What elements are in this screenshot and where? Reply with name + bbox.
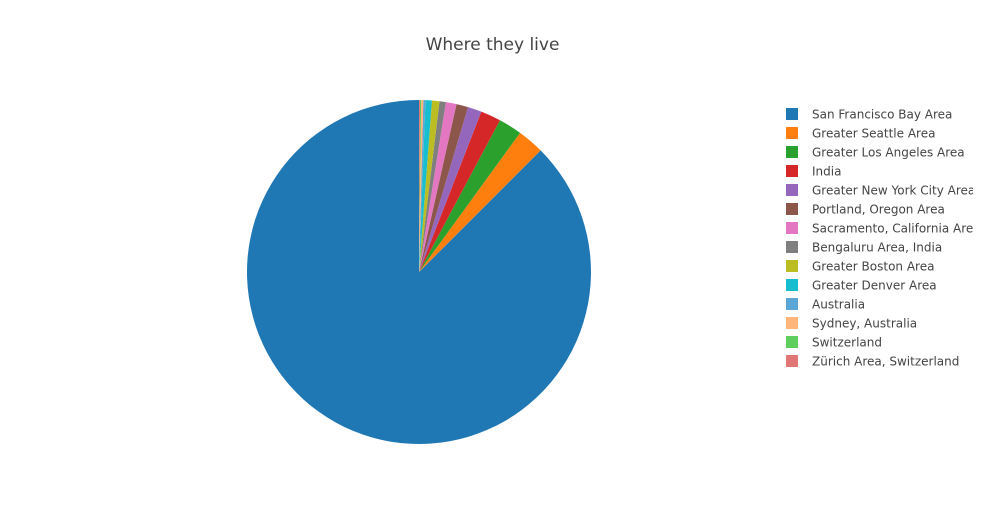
pie-slice-india[interactable] bbox=[419, 111, 500, 272]
legend-swatch bbox=[786, 127, 798, 139]
legend-label: Greater Seattle Area bbox=[812, 127, 935, 141]
pie-slice-australia[interactable] bbox=[419, 100, 426, 272]
legend-swatch bbox=[786, 355, 798, 367]
legend-label: Zürich Area, Switzerland bbox=[812, 355, 959, 369]
legend-swatch bbox=[786, 184, 798, 196]
pie-slice-greater-boston-area[interactable] bbox=[419, 100, 440, 272]
legend-label: Greater Boston Area bbox=[812, 260, 934, 274]
legend-item[interactable]: Portland, Oregon Area bbox=[786, 203, 945, 217]
legend-item[interactable]: Sacramento, California Area bbox=[786, 222, 981, 236]
legend-label: Bengaluru Area, India bbox=[812, 241, 942, 255]
legend-label: Switzerland bbox=[812, 336, 882, 350]
legend-label: Greater Los Angeles Area bbox=[812, 146, 965, 160]
legend-item[interactable]: Australia bbox=[786, 298, 865, 312]
legend-item[interactable]: San Francisco Bay Area bbox=[786, 108, 952, 122]
legend-label: Greater New York City Area bbox=[812, 184, 975, 198]
legend-item[interactable]: Greater New York City Area bbox=[786, 184, 975, 198]
legend-label: Portland, Oregon Area bbox=[812, 203, 945, 217]
legend-swatch bbox=[786, 222, 798, 234]
legend: San Francisco Bay Area Greater Seattle Ar… bbox=[786, 108, 981, 369]
pie-slice-bengaluru-area-india[interactable] bbox=[419, 101, 446, 273]
legend-item[interactable]: Greater Los Angeles Area bbox=[786, 146, 965, 160]
legend-item[interactable]: Sydney, Australia bbox=[786, 317, 917, 331]
legend-label: Australia bbox=[812, 298, 865, 312]
pie-slice-z-rich-area-switzerland[interactable] bbox=[419, 100, 421, 272]
legend-item[interactable]: India bbox=[786, 165, 841, 179]
legend-swatch bbox=[786, 165, 798, 177]
legend-swatch bbox=[786, 260, 798, 272]
pie-slice-san-francisco-bay-area[interactable] bbox=[247, 100, 591, 445]
pie-slice-portland-oregon-area[interactable] bbox=[419, 104, 469, 272]
legend-swatch bbox=[786, 108, 798, 120]
pie-slice-greater-los-angeles-area[interactable] bbox=[419, 120, 521, 272]
pie-slice-greater-denver-area[interactable] bbox=[419, 100, 432, 272]
pie-slice-sydney-australia[interactable] bbox=[419, 100, 424, 272]
pie-slice-switzerland[interactable] bbox=[419, 100, 422, 273]
legend-item[interactable]: Zürich Area, Switzerland bbox=[786, 355, 959, 369]
pie-slice-sacramento-california-area[interactable] bbox=[419, 102, 457, 272]
chart-title: Where they live bbox=[426, 35, 560, 55]
legend-item[interactable]: Greater Boston Area bbox=[786, 260, 934, 274]
legend-swatch bbox=[786, 317, 798, 329]
legend-item[interactable]: Switzerland bbox=[786, 336, 882, 350]
legend-item[interactable]: Greater Denver Area bbox=[786, 279, 937, 293]
legend-label: Greater Denver Area bbox=[812, 279, 937, 293]
pie-slices bbox=[247, 100, 591, 445]
legend-label: San Francisco Bay Area bbox=[812, 108, 952, 122]
legend-item[interactable]: Bengaluru Area, India bbox=[786, 241, 942, 255]
legend-label: Sydney, Australia bbox=[812, 317, 917, 331]
legend-swatch bbox=[786, 336, 798, 348]
legend-label: Sacramento, California Area bbox=[812, 222, 981, 236]
legend-swatch bbox=[786, 279, 798, 291]
legend-swatch bbox=[786, 146, 798, 158]
pie-slice-greater-seattle-area[interactable] bbox=[419, 132, 541, 272]
legend-swatch bbox=[786, 241, 798, 253]
legend-swatch bbox=[786, 298, 798, 310]
legend-label: India bbox=[812, 165, 841, 179]
legend-swatch bbox=[786, 203, 798, 215]
pie-slice-greater-new-york-city-area[interactable] bbox=[419, 107, 482, 273]
legend-item[interactable]: Greater Seattle Area bbox=[786, 127, 935, 141]
